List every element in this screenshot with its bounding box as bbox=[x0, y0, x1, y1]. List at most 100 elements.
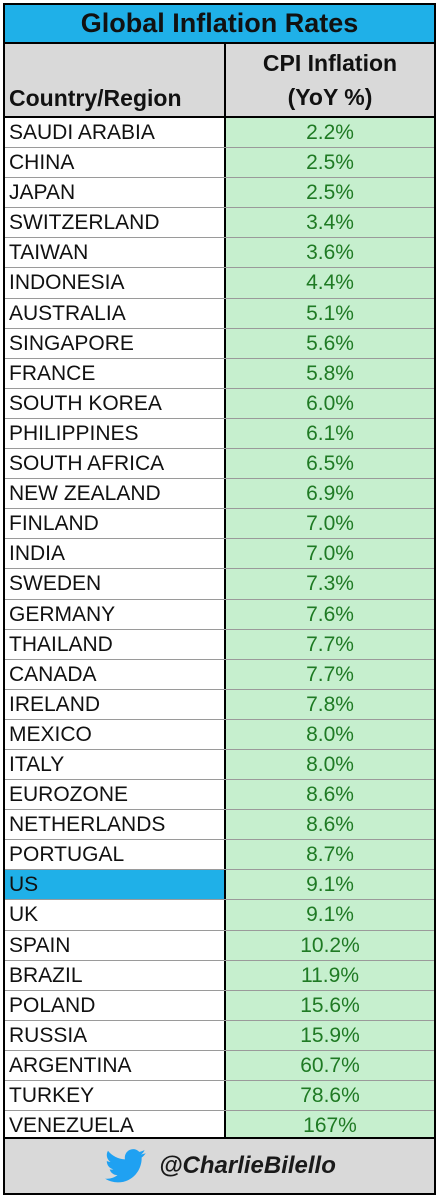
table-row: SINGAPORE 5.6% bbox=[5, 328, 434, 359]
twitter-bird-icon bbox=[105, 1149, 146, 1183]
table-row: BRAZIL 11.9% bbox=[5, 960, 434, 991]
table-row: SWITZERLAND 3.4% bbox=[5, 208, 434, 239]
cpi-value-cell: 6.5% bbox=[226, 449, 434, 479]
country-cell: INDONESIA bbox=[5, 268, 226, 298]
country-cell: FRANCE bbox=[5, 358, 226, 388]
table-row: TURKEY 78.6% bbox=[5, 1081, 434, 1112]
country-cell: PHILIPPINES bbox=[5, 418, 226, 449]
table-row: NETHERLANDS 8.6% bbox=[5, 810, 434, 841]
table-row: ARGENTINA 60.7% bbox=[5, 1050, 434, 1081]
country-cell: POLAND bbox=[5, 990, 226, 1020]
table-row: SOUTH KOREA 6.0% bbox=[5, 388, 434, 419]
table-row: RUSSIA 15.9% bbox=[5, 1020, 434, 1051]
cpi-value-cell: 8.0% bbox=[226, 749, 434, 780]
cpi-value-cell: 7.7% bbox=[226, 629, 434, 659]
cpi-value-cell: 6.9% bbox=[226, 479, 434, 509]
table-row: THAILAND 7.7% bbox=[5, 629, 434, 660]
cpi-value-cell: 11.9% bbox=[226, 960, 434, 990]
cpi-value-cell: 2.5% bbox=[226, 178, 434, 208]
country-cell: SINGAPORE bbox=[5, 328, 226, 358]
cpi-value-cell: 7.8% bbox=[226, 689, 434, 719]
table-row: CHINA 2.5% bbox=[5, 148, 434, 179]
country-cell: NEW ZEALAND bbox=[5, 479, 226, 509]
country-cell: AUSTRALIA bbox=[5, 298, 226, 328]
footer: @CharlieBilello bbox=[5, 1137, 434, 1193]
cpi-value-cell: 15.6% bbox=[226, 990, 434, 1020]
country-cell: UK bbox=[5, 900, 226, 930]
table-title: Global Inflation Rates bbox=[5, 5, 434, 44]
cpi-value-cell: 3.4% bbox=[226, 208, 434, 238]
table-row: SAUDI ARABIA 2.2% bbox=[5, 118, 434, 149]
table-row: SOUTH AFRICA 6.5% bbox=[5, 449, 434, 480]
table-row: FINLAND 7.0% bbox=[5, 509, 434, 540]
table-row: SPAIN 10.2% bbox=[5, 930, 434, 961]
country-cell: IRELAND bbox=[5, 689, 226, 719]
table-row: JAPAN 2.5% bbox=[5, 178, 434, 209]
country-cell: PORTUGAL bbox=[5, 840, 226, 870]
country-cell: ITALY bbox=[5, 749, 226, 780]
table-row: FRANCE 5.8% bbox=[5, 358, 434, 389]
country-cell: SOUTH KOREA bbox=[5, 388, 226, 418]
cpi-value-cell: 2.5% bbox=[226, 148, 434, 178]
cpi-value-cell: 5.6% bbox=[226, 328, 434, 358]
table-row: SWEDEN 7.3% bbox=[5, 569, 434, 600]
table-row: INDONESIA 4.4% bbox=[5, 268, 434, 299]
table-row: TAIWAN 3.6% bbox=[5, 238, 434, 269]
header-cpi: CPI Inflation (YoY %) bbox=[226, 44, 434, 116]
table-row: INDIA 7.0% bbox=[5, 539, 434, 570]
cpi-value-cell: 7.7% bbox=[226, 659, 434, 689]
table-row: PHILIPPINES 6.1% bbox=[5, 418, 434, 450]
table-row: NEW ZEALAND 6.9% bbox=[5, 479, 434, 510]
country-cell: FINLAND bbox=[5, 509, 226, 539]
cpi-value-cell: 6.0% bbox=[226, 388, 434, 418]
cpi-value-cell: 8.6% bbox=[226, 780, 434, 810]
country-cell: THAILAND bbox=[5, 629, 226, 659]
header-cpi-line1: CPI Inflation bbox=[262, 50, 398, 76]
cpi-value-cell: 8.7% bbox=[226, 840, 434, 870]
cpi-value-cell: 78.6% bbox=[226, 1081, 434, 1111]
cpi-value-cell: 5.1% bbox=[226, 298, 434, 328]
country-cell: CANADA bbox=[5, 659, 226, 689]
cpi-value-cell: 2.2% bbox=[226, 118, 434, 148]
country-cell: TURKEY bbox=[5, 1081, 226, 1111]
cpi-value-cell: 8.6% bbox=[226, 810, 434, 840]
header-country: Country/Region bbox=[5, 44, 226, 116]
table-row: PORTUGAL 8.7% bbox=[5, 840, 434, 871]
table-row: POLAND 15.6% bbox=[5, 990, 434, 1021]
country-cell: INDIA bbox=[5, 539, 226, 569]
country-cell: SWITZERLAND bbox=[5, 208, 226, 238]
cpi-value-cell: 10.2% bbox=[226, 930, 434, 960]
cpi-value-cell: 7.0% bbox=[226, 509, 434, 539]
table-row: VENEZUELA 167% bbox=[5, 1111, 434, 1142]
country-cell: MEXICO bbox=[5, 719, 226, 749]
cpi-value-cell: 8.0% bbox=[226, 719, 434, 749]
country-cell: US bbox=[5, 870, 226, 900]
table-row: CANADA 7.7% bbox=[5, 659, 434, 690]
twitter-handle[interactable]: @CharlieBilello bbox=[159, 1152, 336, 1179]
cpi-value-cell: 7.0% bbox=[226, 539, 434, 569]
header-cpi-line2: (YoY %) bbox=[287, 84, 373, 110]
cpi-value-cell: 5.8% bbox=[226, 358, 434, 388]
country-cell: CHINA bbox=[5, 148, 226, 178]
cpi-value-cell: 3.6% bbox=[226, 238, 434, 268]
table-row: IRELAND 7.8% bbox=[5, 689, 434, 720]
table-row: US 9.1% bbox=[5, 870, 434, 901]
table-row: EUROZONE 8.6% bbox=[5, 780, 434, 811]
country-cell: SPAIN bbox=[5, 930, 226, 960]
country-cell: ARGENTINA bbox=[5, 1050, 226, 1080]
cpi-value-cell: 15.9% bbox=[226, 1020, 434, 1050]
country-cell: EUROZONE bbox=[5, 780, 226, 810]
table-row: ITALY 8.0% bbox=[5, 749, 434, 781]
cpi-value-cell: 167% bbox=[226, 1111, 434, 1141]
country-cell: VENEZUELA bbox=[5, 1111, 226, 1141]
country-cell: NETHERLANDS bbox=[5, 810, 226, 840]
country-cell: SAUDI ARABIA bbox=[5, 118, 226, 148]
table-body: SAUDI ARABIA 2.2% CHINA 2.5% JAPAN 2.5% SWITZE… bbox=[5, 118, 434, 1142]
cpi-value-cell: 7.6% bbox=[226, 599, 434, 629]
table-header: Country/Region CPI Inflation (YoY %) bbox=[5, 44, 434, 118]
country-cell: SOUTH AFRICA bbox=[5, 449, 226, 479]
country-cell: JAPAN bbox=[5, 178, 226, 208]
cpi-value-cell: 9.1% bbox=[226, 900, 434, 930]
country-cell: RUSSIA bbox=[5, 1020, 226, 1050]
cpi-value-cell: 6.1% bbox=[226, 418, 434, 449]
